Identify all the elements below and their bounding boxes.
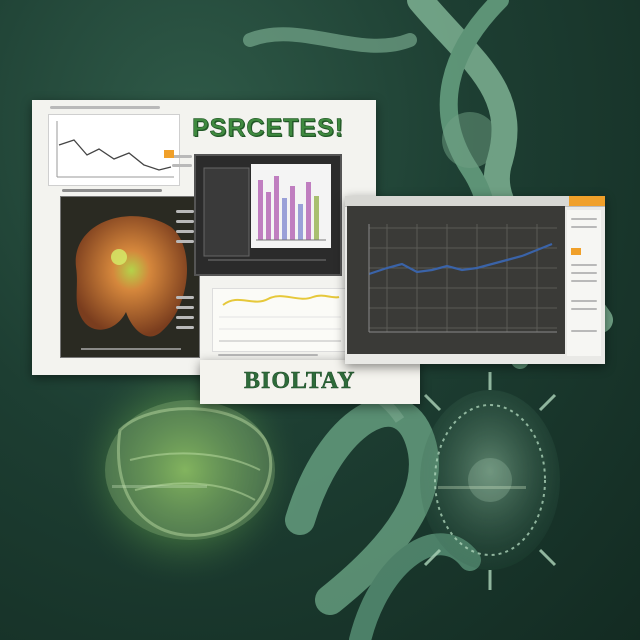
bar-chart-panel — [194, 154, 342, 276]
info-line — [571, 300, 597, 302]
text-line — [176, 296, 194, 299]
bar-series — [258, 176, 319, 240]
organ-illustration — [75, 216, 188, 350]
text-line — [172, 164, 192, 167]
yellow-line-chart — [212, 288, 346, 352]
organ-image — [60, 196, 200, 358]
green-glow-organ — [65, 350, 305, 590]
dashboard-line-plot — [368, 224, 557, 333]
text-line — [176, 326, 194, 329]
glow-text-left — [112, 482, 212, 492]
text-line — [172, 155, 192, 158]
info-line — [571, 226, 597, 228]
small-line-chart — [48, 114, 180, 186]
text-line — [176, 316, 194, 319]
yellow-line-series — [222, 294, 340, 306]
dashboard-line-series — [368, 242, 553, 276]
glow-text-right — [438, 483, 528, 493]
orange-tag — [164, 150, 174, 158]
info-line — [571, 264, 597, 266]
text-line — [176, 220, 194, 223]
window-accent-strip — [569, 196, 605, 206]
dashboard-grid — [369, 224, 557, 332]
caption-line — [62, 189, 162, 192]
info-line — [571, 280, 597, 282]
text-line — [218, 354, 318, 356]
headline-text: PSRCETES! — [192, 114, 345, 143]
bar-chart-plot — [203, 164, 331, 261]
report-panel: PSRCETES! — [32, 100, 376, 375]
info-line — [571, 330, 597, 332]
footer-title-card: BIOLTAY — [200, 360, 420, 404]
small-line-plot — [56, 121, 174, 178]
info-line — [571, 308, 597, 310]
text-line — [176, 230, 194, 233]
info-tag — [571, 248, 581, 255]
info-line — [571, 272, 597, 274]
yellow-line-plot — [219, 294, 341, 342]
dashboard-chart — [347, 206, 565, 354]
small-line-series — [58, 139, 172, 171]
info-line — [571, 218, 597, 220]
dashboard-window — [345, 196, 605, 364]
info-column — [567, 210, 601, 356]
footer-title: BIOLTAY — [244, 368, 356, 395]
text-line — [176, 210, 194, 213]
virus-particle — [420, 372, 560, 590]
text-line — [176, 306, 194, 309]
text-line — [176, 240, 194, 243]
caption-line — [50, 106, 160, 109]
